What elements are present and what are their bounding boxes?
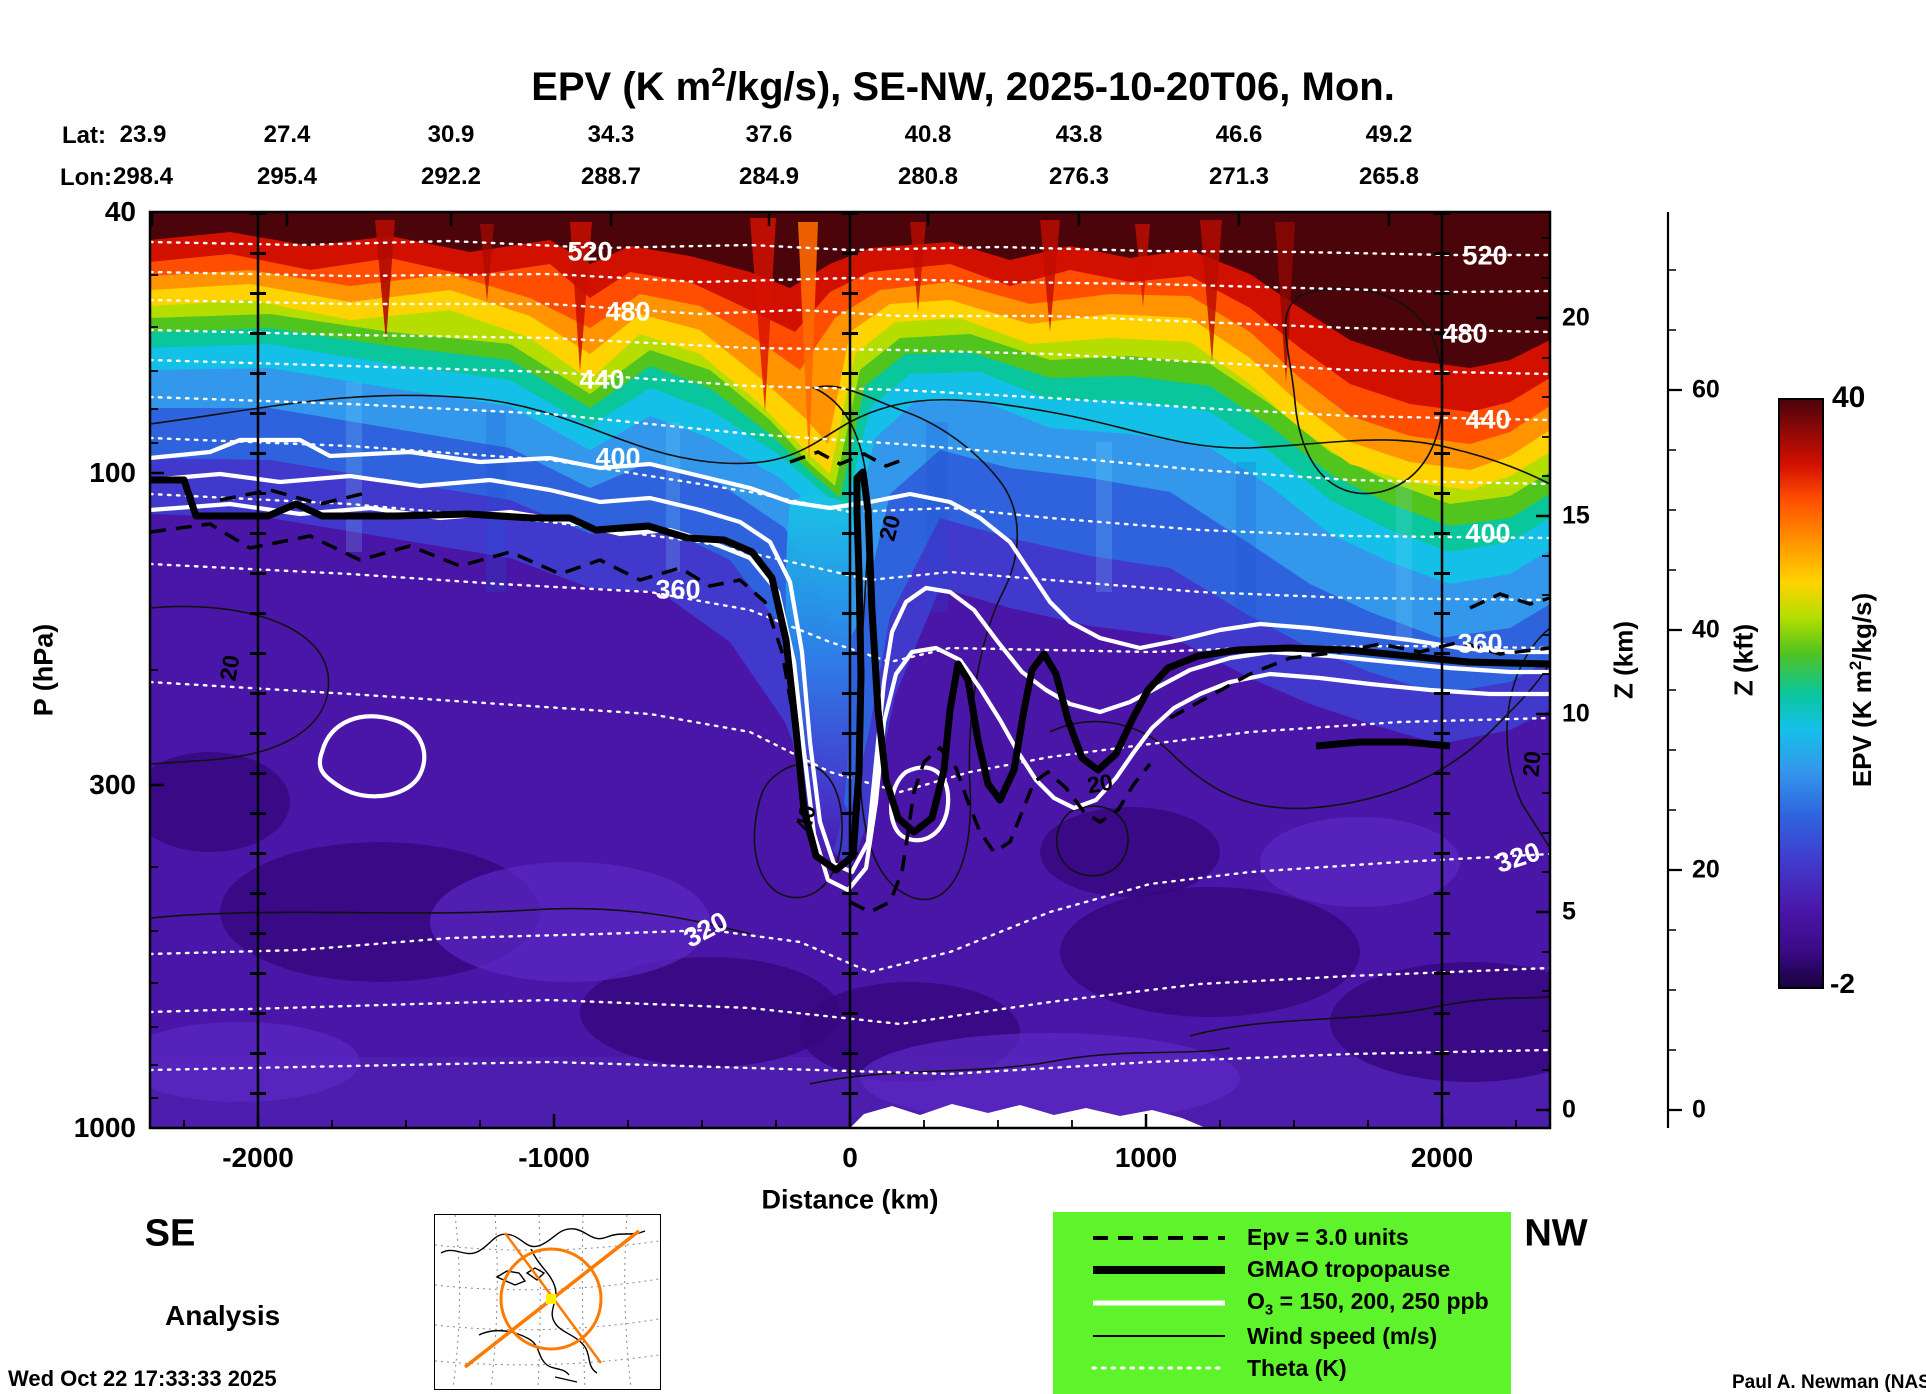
zkm-tick-label: 10 [1562, 699, 1590, 728]
legend-item: Theta (K) [1089, 1355, 1511, 1382]
zkft-axis-title: Z (kft) [1728, 623, 1759, 697]
p-axis-title: P (hPa) [28, 623, 59, 717]
lon-value: 295.4 [256, 163, 318, 190]
credit: Paul A. Newman (NASA [1732, 1372, 1926, 1393]
lat-value: 27.4 [263, 121, 311, 148]
legend-item-label: Wind speed (m/s) [1247, 1322, 1438, 1349]
legend-line-sample-theta [1091, 1366, 1227, 1370]
p-tick-label: 40 [104, 196, 136, 227]
zkft-tick-label: 60 [1692, 375, 1720, 404]
colorbar-gradient [1780, 400, 1822, 987]
terrain [850, 1104, 1206, 1128]
lat-value: 37.6 [745, 121, 793, 148]
lat-value: 46.6 [1215, 121, 1263, 148]
p-tick-label: 300 [89, 769, 136, 800]
p-tick-label: 100 [89, 457, 136, 488]
lon-value: 288.7 [580, 163, 642, 190]
lat-value: 49.2 [1365, 121, 1413, 148]
zkm-tick-label: 5 [1562, 897, 1576, 926]
legend-line-sample-epv3 [1093, 1235, 1225, 1240]
map-coastlines [440, 1228, 646, 1383]
theta-contours [150, 239, 1550, 1076]
zkft-tick-label: 0 [1692, 1095, 1706, 1124]
theta-contour-label: 520 [1462, 240, 1508, 271]
x-tick-label: 1000 [1114, 1142, 1178, 1173]
zkm-axis-title: Z (km) [1608, 621, 1639, 699]
lon-value: 276.3 [1048, 163, 1110, 190]
lat-value: 30.9 [427, 121, 475, 148]
theta-contour-label: 440 [1465, 404, 1511, 435]
corner-label-nw: NW [1524, 1212, 1588, 1255]
analysis-label: Analysis [165, 1300, 281, 1331]
lon-axis-label: Lon: [60, 164, 112, 191]
legend-item-label: O3 = 150, 200, 250 ppb [1247, 1287, 1489, 1319]
lon-value: 292.2 [420, 163, 482, 190]
timestamp: Wed Oct 22 17:33:33 2025 [8, 1366, 277, 1391]
lon-value: 298.4 [112, 163, 174, 190]
theta-contour-label: 360 [1457, 628, 1503, 659]
x-tick-label: -2000 [222, 1142, 294, 1173]
colorbar-title: EPV (K m2/kg/s) [1846, 592, 1877, 788]
zkm-tick-label: 0 [1562, 1095, 1576, 1124]
legend-item: Wind speed (m/s) [1089, 1323, 1511, 1350]
plot-frame [148, 210, 1552, 1130]
wind-contour-label: 20 [1517, 750, 1546, 778]
legend-line-sample-wind [1093, 1335, 1225, 1338]
legend-item-label: Theta (K) [1247, 1354, 1347, 1381]
lat-value: 34.3 [587, 121, 635, 148]
legend-line-sample-tropopause [1093, 1265, 1225, 1274]
lat-axis-label: Lat: [62, 122, 106, 149]
legend: Epv = 3.0 units GMAO tropopause O3 = 150… [1053, 1212, 1511, 1394]
theta-contour-label: 400 [595, 442, 641, 473]
lat-value: 43.8 [1055, 121, 1103, 148]
inset-map-canvas [434, 1214, 660, 1389]
p-tick-label: 1000 [73, 1112, 136, 1143]
wind-speed-contours [150, 287, 1550, 1085]
colorbar [1778, 398, 1824, 989]
theta-contour-label: 360 [655, 574, 701, 605]
theta-contour-label: 440 [579, 364, 625, 395]
lat-value: 40.8 [904, 121, 952, 148]
theta-contour-label: 400 [1465, 518, 1511, 549]
legend-item-label: GMAO tropopause [1247, 1256, 1451, 1282]
legend-item: O3 = 150, 200, 250 ppb [1089, 1287, 1511, 1319]
zkm-tick-label: 15 [1562, 501, 1590, 530]
x-tick-label: 0 [842, 1142, 858, 1173]
x-tick-label: -1000 [518, 1142, 590, 1173]
wind-contour-label: 20 [214, 653, 245, 683]
legend-item: Epv = 3.0 units [1089, 1224, 1511, 1251]
lon-value: 284.9 [738, 163, 800, 190]
zkft-tick-label: 40 [1692, 615, 1720, 644]
ozone-contours [150, 437, 1550, 893]
colorbar-max-label: 40 [1832, 381, 1866, 414]
legend-line-sample-ozone [1093, 1300, 1225, 1306]
lon-value: 280.8 [897, 163, 959, 190]
lon-value: 271.3 [1208, 163, 1270, 190]
page-title: EPV (K m2/kg/s), SE-NW, 2025-10-20T06, M… [531, 61, 1395, 110]
legend-item-label: Epv = 3.0 units [1247, 1224, 1409, 1251]
theta-contour-label: 480 [1442, 318, 1488, 349]
kft-axis [1666, 212, 1682, 1128]
lat-value: 23.9 [119, 121, 167, 148]
wind-contour-label: 40 [790, 802, 821, 834]
x-axis-title: Distance (km) [761, 1184, 939, 1215]
epv-field [150, 212, 1550, 1128]
zkm-tick-label: 20 [1562, 303, 1590, 332]
theta-contour-label: 480 [605, 296, 651, 327]
epv3-contour [150, 450, 1550, 914]
x-tick-label: 2000 [1410, 1142, 1474, 1173]
corner-label-se: SE [144, 1212, 196, 1255]
section-location-marker [463, 1229, 641, 1369]
lon-value: 265.8 [1358, 163, 1420, 190]
zkft-tick-label: 20 [1692, 855, 1720, 884]
wind-contour-label: 20 [1085, 768, 1115, 799]
tropopause-line [150, 468, 1550, 874]
section-marker-lines [250, 212, 1450, 1128]
location-inset-map [434, 1214, 661, 1390]
legend-item: GMAO tropopause [1089, 1256, 1511, 1283]
colorbar-min-label: -2 [1830, 968, 1855, 999]
theta-contour-label: 520 [567, 236, 613, 267]
